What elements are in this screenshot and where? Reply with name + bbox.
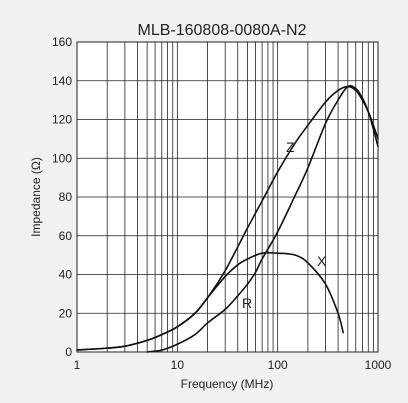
x-tick-label: 1	[74, 358, 81, 372]
plot-frame	[76, 41, 379, 353]
x-tick-label: 10	[171, 358, 185, 372]
chart-title: MLB-160808-0080A-N2	[138, 22, 307, 39]
data-series	[76, 84, 379, 353]
y-tick-label: 20	[59, 306, 73, 320]
series-label-x: X	[317, 253, 327, 269]
y-axis-label: Impedance (Ω)	[29, 157, 43, 237]
x-tick-label: 1000	[365, 358, 392, 372]
series-line-x	[76, 251, 345, 351]
y-tick-label: 0	[65, 345, 72, 359]
series-line-r	[146, 84, 379, 353]
series-label-r: R	[242, 295, 252, 311]
y-tick-label: 120	[52, 113, 72, 127]
y-tick-label: 60	[59, 229, 73, 243]
y-tick-label: 140	[52, 74, 72, 88]
y-tick-label: 80	[59, 190, 73, 204]
y-tick-label: 160	[52, 35, 72, 49]
series-label-z: Z	[286, 139, 295, 155]
tick-labels: 0 20 40 60 80 100 120 140 160 1 10 100 1000	[52, 35, 392, 372]
x-tick-label: 100	[268, 358, 288, 372]
x-axis-label: Frequency (MHz)	[181, 377, 274, 391]
y-tick-label: 100	[52, 151, 72, 165]
y-tick-label: 40	[59, 268, 73, 282]
